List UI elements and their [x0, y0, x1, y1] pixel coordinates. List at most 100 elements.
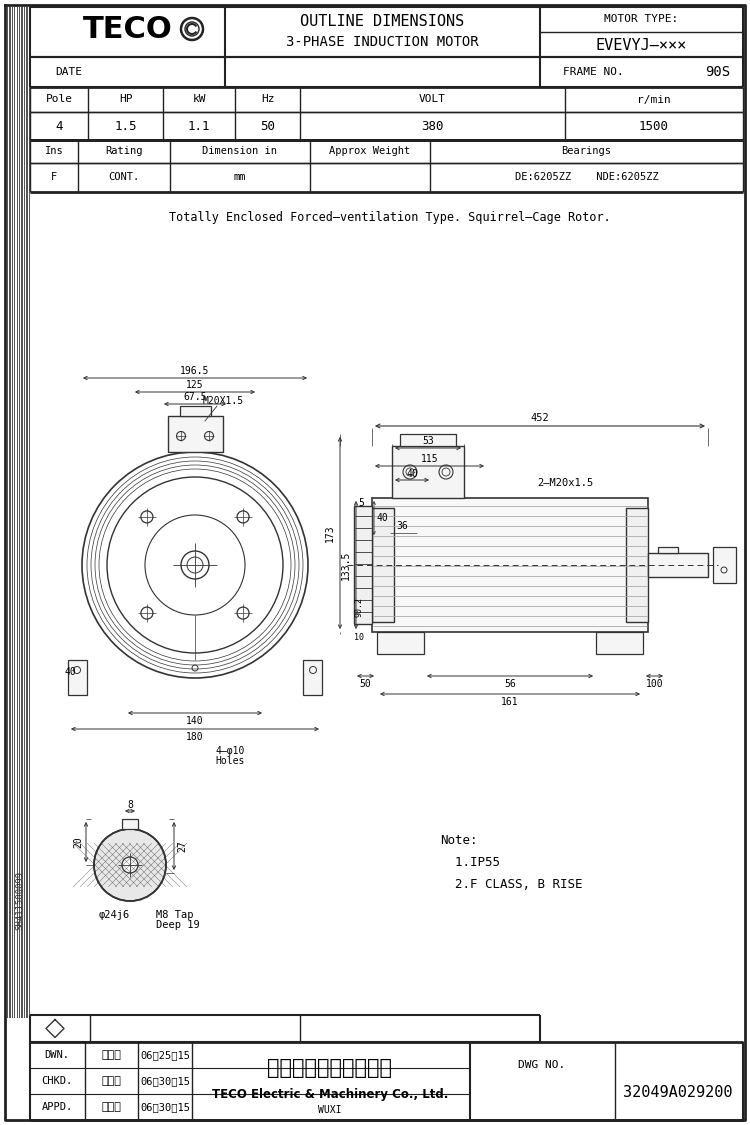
Text: DATE: DATE [55, 68, 82, 76]
Text: 1.IP55: 1.IP55 [440, 855, 500, 868]
Text: Deep 19: Deep 19 [156, 920, 200, 930]
Text: DE:6205ZZ    NDE:6205ZZ: DE:6205ZZ NDE:6205ZZ [514, 172, 658, 182]
Text: 10: 10 [354, 632, 364, 641]
Text: M20X1.5: M20X1.5 [202, 396, 244, 406]
Bar [68, 660, 87, 695]
Bar [122, 819, 138, 829]
Bar [179, 406, 211, 416]
Text: 452: 452 [531, 413, 549, 423]
Text: 56: 56 [504, 680, 516, 688]
Circle shape [122, 857, 138, 873]
Text: 40: 40 [406, 469, 418, 479]
Text: 90.2: 90.2 [355, 597, 364, 616]
Bar [17, 7, 18, 1018]
Text: 125: 125 [186, 380, 204, 390]
Text: 4—φ10: 4—φ10 [215, 746, 244, 756]
Text: TECO: TECO [83, 16, 172, 45]
Bar [20, 7, 22, 1018]
Text: CONT.: CONT. [108, 172, 140, 182]
Text: M8 Tap: M8 Tap [156, 910, 194, 920]
Text: Dimension in: Dimension in [202, 146, 278, 156]
Text: Approx Weight: Approx Weight [329, 146, 411, 156]
Text: 郭耀良: 郭耀良 [101, 1102, 121, 1112]
Text: 06‥25‥15: 06‥25‥15 [140, 1050, 190, 1060]
Text: 90S: 90S [705, 65, 730, 79]
Text: 4: 4 [56, 119, 63, 133]
Text: F: F [51, 172, 57, 182]
Text: 40: 40 [376, 513, 388, 523]
Bar [12, 7, 13, 1018]
Text: 380: 380 [422, 119, 444, 133]
Text: TECO Electric & Machinery Co., Ltd.: TECO Electric & Machinery Co., Ltd. [211, 1088, 448, 1100]
Text: 50: 50 [360, 680, 371, 688]
Bar [9, 7, 10, 1018]
Text: Note:: Note: [440, 834, 478, 846]
Bar [13, 7, 15, 1018]
Text: 32049A029200: 32049A029200 [623, 1086, 733, 1100]
Text: 季素媛: 季素媛 [101, 1050, 121, 1060]
Text: Bearings: Bearings [562, 146, 611, 156]
Bar [22, 7, 23, 1018]
Text: VOLT: VOLT [419, 94, 446, 105]
Text: MOTOR TYPE:: MOTOR TYPE: [604, 14, 678, 24]
Bar [167, 416, 223, 452]
Text: CHKD.: CHKD. [41, 1076, 73, 1086]
Text: SH411500099: SH411500099 [16, 871, 25, 929]
Text: FRAME NO.: FRAME NO. [563, 68, 624, 76]
Bar [596, 632, 643, 654]
Text: 180: 180 [186, 732, 204, 742]
Bar [7, 7, 8, 1018]
Text: 東元電機股份有限公司: 東元電機股份有限公司 [268, 1058, 392, 1078]
Bar [303, 660, 322, 695]
Bar [372, 508, 394, 622]
Text: Hz: Hz [261, 94, 274, 105]
Bar [658, 547, 678, 554]
Bar [626, 508, 648, 622]
Text: 2—M20x1.5: 2—M20x1.5 [537, 478, 593, 488]
Text: 140: 140 [186, 716, 204, 726]
Bar [24, 7, 25, 1018]
Text: 100: 100 [646, 680, 663, 688]
Text: 115: 115 [421, 455, 438, 464]
Bar [392, 446, 464, 498]
Text: kW: kW [192, 94, 206, 105]
Bar [10, 7, 11, 1018]
Text: 173: 173 [325, 524, 335, 542]
Text: 27: 27 [177, 840, 187, 852]
Bar [713, 547, 736, 583]
Text: DWN.: DWN. [44, 1050, 70, 1060]
Text: 36: 36 [396, 521, 408, 531]
Bar [354, 506, 372, 624]
Circle shape [94, 829, 166, 901]
Text: WUXI: WUXI [318, 1105, 342, 1115]
Text: EVEVYJ—×××: EVEVYJ—××× [596, 38, 687, 54]
Bar [648, 554, 708, 577]
Text: Ins: Ins [45, 146, 63, 156]
Text: 50: 50 [260, 119, 275, 133]
Text: Holes: Holes [215, 756, 244, 766]
Bar [377, 632, 424, 654]
Text: mm: mm [234, 172, 246, 182]
Text: 5: 5 [358, 498, 364, 508]
Text: φ24j6: φ24j6 [99, 910, 130, 920]
Text: 20: 20 [73, 836, 83, 848]
Bar [372, 498, 648, 632]
Text: r/min: r/min [637, 94, 670, 105]
Text: 196.5: 196.5 [180, 366, 210, 376]
Text: 40: 40 [64, 667, 76, 677]
Text: DWG NO.: DWG NO. [518, 1061, 566, 1070]
Text: 2.F CLASS, B RISE: 2.F CLASS, B RISE [440, 878, 583, 891]
Text: Pole: Pole [46, 94, 73, 105]
Bar [400, 434, 456, 446]
Text: 薄敏高: 薄敏高 [101, 1076, 121, 1086]
Text: 3-PHASE INDUCTION MOTOR: 3-PHASE INDUCTION MOTOR [286, 35, 478, 50]
Text: 1500: 1500 [639, 119, 669, 133]
Text: HP: HP [118, 94, 132, 105]
Text: 161: 161 [501, 698, 519, 706]
Text: Totally Enclosed Forced—ventilation Type. Squirrel—Cage Rotor.: Totally Enclosed Forced—ventilation Type… [170, 212, 610, 225]
Text: 8: 8 [127, 800, 133, 810]
Text: 1.1: 1.1 [188, 119, 210, 133]
Bar [29, 7, 30, 1018]
Text: APPD.: APPD. [41, 1102, 73, 1112]
Text: 133.5: 133.5 [341, 550, 351, 579]
